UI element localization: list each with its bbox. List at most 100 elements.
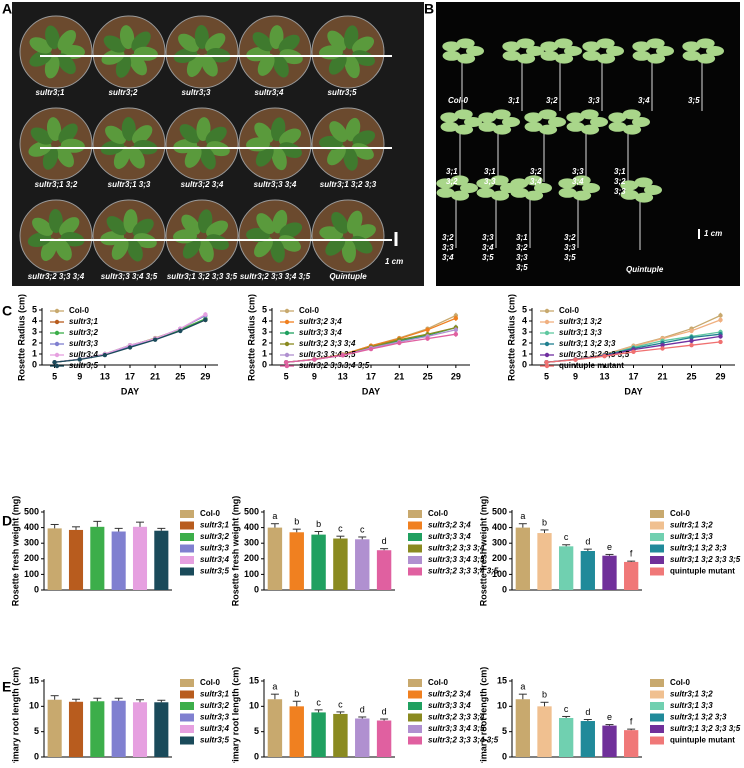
point [718,334,723,339]
leaf [269,25,284,50]
leaf [346,210,363,234]
leaf [517,53,536,64]
significance-letter: c [338,524,343,534]
bar [311,534,326,590]
legend-swatch [650,690,664,699]
y-tick-label: 1 [262,348,267,358]
leaf [344,54,360,79]
y-tick-label: 5 [254,726,259,736]
significance-letter: b [542,517,547,527]
leaf [510,187,529,198]
legend-swatch [408,690,422,699]
point [689,328,694,334]
legend-label: sultr3;2 [200,701,229,710]
leaf [131,31,151,52]
legend-swatch [180,713,194,722]
photo-label: 3;2 [614,177,626,186]
leaf [656,46,674,56]
leaf [597,53,616,64]
photo-label: 3;4 [530,177,542,186]
point [425,336,430,341]
legend-label: sultr3;1 3;2 3;3 3;5 [670,555,741,564]
leaf [581,124,600,135]
leaf [582,41,601,52]
legend-label: sultr3;4 [200,555,229,564]
legend-swatch [650,556,664,564]
y-tick-label: 400 [492,522,507,532]
point [544,360,549,365]
bar [355,539,370,590]
bar [47,528,62,590]
panel-label: C [2,303,12,319]
legend-swatch [650,567,664,576]
legend-swatch [408,725,422,733]
legend-swatch [180,533,194,541]
photo-label: 3;2 [516,243,528,252]
bar [333,538,348,590]
y-tick-label: 10 [249,701,259,711]
bar [154,702,169,757]
x-tick-label: 9 [573,371,578,381]
photo-label: 3;5 [564,253,576,262]
photo-label: 3;4 [572,177,584,186]
x-axis-label: DAY [624,386,642,396]
leaf [582,183,600,193]
x-tick-label: 25 [423,371,433,381]
leaf [524,175,543,186]
y-tick-label: 100 [492,569,507,579]
point [660,346,665,351]
x-tick-label: 5 [284,371,289,381]
y-tick-label: 3 [32,326,37,336]
y-tick-label: 100 [24,569,39,579]
legend-marker [54,330,60,336]
y-tick-label: 200 [244,553,259,563]
x-tick-label: 5 [52,371,57,381]
point [631,349,636,354]
point [453,327,459,332]
legend-marker [54,319,60,325]
leaf [440,121,459,132]
legend-label: sultr3;1 [200,690,229,699]
legend-label: sultr3;1 3;2 3;3 [670,713,727,722]
leaf [45,25,60,50]
bar [376,550,392,590]
photo-label: sultr3;4 [255,88,284,97]
y-axis-label: Rosette Radius (cm) [506,294,516,381]
bar [537,706,552,757]
x-axis-label: DAY [362,386,380,396]
photo-label: sultr3;2 3;4 [181,180,224,189]
leaf [464,117,482,127]
y-tick-label: 200 [24,553,39,563]
leaf [476,178,495,189]
legend-label: sultr3;2 3;3 3;4 [428,713,485,722]
leaf [454,109,473,120]
leaf [272,54,289,78]
bar [68,701,84,757]
significance-letter: d [585,707,590,717]
legend-label: sultr3;2 3;4 [299,317,342,326]
photo-label: 3;4 [482,243,494,252]
photo-label: 3;4 [442,253,454,262]
significance-letter: c [338,699,343,709]
legend-swatch [180,544,194,553]
leaf [27,232,52,248]
point [397,340,402,346]
leaf [502,117,520,127]
leaf [490,175,509,186]
leaf [554,38,573,49]
legend-swatch [180,521,194,530]
significance-letter: b [542,690,547,700]
y-tick-label: 0 [32,359,37,369]
point [689,338,694,343]
bar [289,706,304,757]
bar [132,526,148,590]
significance-letter: d [585,537,590,547]
legend-swatch [180,736,194,745]
legend-swatch [650,736,664,745]
y-tick-label: 0 [262,359,267,369]
bar [267,527,283,590]
leaf [455,124,474,135]
leaf [201,54,218,77]
photo-label: sultr3;1 [36,88,65,97]
y-tick-label: 2 [32,337,37,347]
